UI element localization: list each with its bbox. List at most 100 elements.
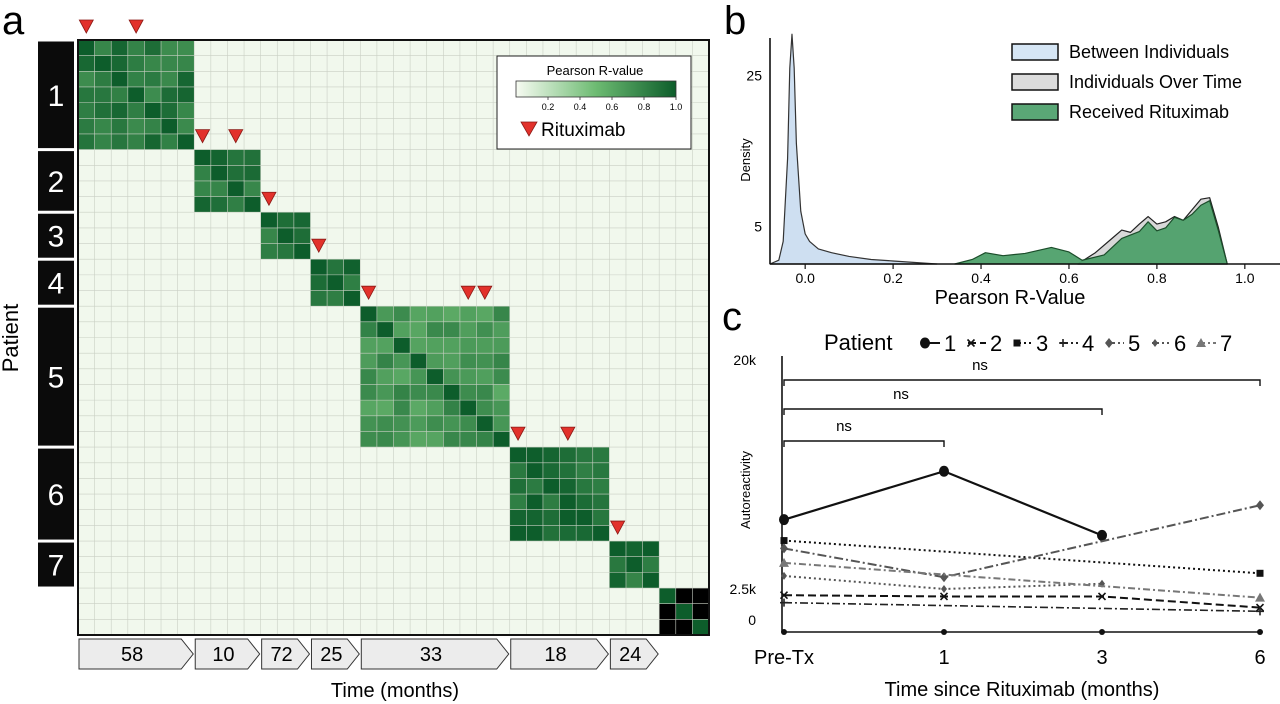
rituximab-marker bbox=[311, 238, 327, 254]
heatmap-cell bbox=[459, 102, 477, 119]
heatmap-cell bbox=[310, 71, 328, 88]
heatmap-cell bbox=[227, 227, 245, 244]
heatmap-cell bbox=[443, 259, 461, 276]
heatmap-cell bbox=[559, 212, 577, 229]
heatmap-cell bbox=[526, 509, 544, 526]
heatmap-cell bbox=[343, 556, 361, 573]
heatmap-cell bbox=[642, 274, 660, 291]
heatmap-cell bbox=[493, 227, 511, 244]
heatmap-cell bbox=[642, 180, 660, 197]
heatmap-cell bbox=[177, 368, 195, 385]
heatmap-cell bbox=[625, 227, 643, 244]
heatmap-cell bbox=[260, 447, 278, 464]
heatmap-cell bbox=[327, 509, 344, 526]
heatmap-cell bbox=[410, 180, 428, 197]
heatmap-cell bbox=[592, 619, 610, 636]
heatmap-cell bbox=[642, 588, 660, 604]
heatmap-cell bbox=[509, 368, 527, 385]
heatmap-cell bbox=[227, 86, 245, 103]
heatmap-cell bbox=[327, 368, 344, 385]
heatmap-cell bbox=[459, 71, 477, 88]
heatmap-cell bbox=[194, 321, 212, 338]
heatmap-cell bbox=[327, 40, 344, 56]
heatmap-cell bbox=[493, 431, 511, 448]
heatmap-cell bbox=[576, 290, 594, 307]
heatmap-cell bbox=[310, 259, 328, 276]
heatmap-cell bbox=[426, 603, 444, 620]
heatmap-cell bbox=[609, 447, 627, 464]
heatmap-cell bbox=[410, 259, 428, 276]
heatmap-cell bbox=[111, 40, 129, 56]
heatmap-cell bbox=[376, 118, 394, 135]
heatmap-cell bbox=[144, 55, 162, 72]
heatmap-cell bbox=[659, 259, 677, 276]
heatmap-cell bbox=[459, 384, 477, 401]
heatmap-cell bbox=[94, 384, 112, 401]
heatmap-cell bbox=[78, 478, 95, 495]
line-point bbox=[781, 571, 787, 580]
heatmap-cell bbox=[592, 447, 610, 464]
heatmap-cell bbox=[144, 368, 162, 385]
heatmap-cell bbox=[227, 619, 245, 636]
heatmap-cell bbox=[94, 259, 112, 276]
heatmap-cell bbox=[526, 525, 544, 542]
heatmap-cell bbox=[609, 227, 627, 244]
heatmap-cell bbox=[559, 259, 577, 276]
heatmap-cell bbox=[210, 556, 228, 573]
heatmap-cell bbox=[476, 337, 494, 354]
heatmap-cell bbox=[310, 588, 328, 604]
heatmap-cell bbox=[293, 180, 311, 197]
heatmap-cell bbox=[675, 541, 693, 558]
heatmap-cell bbox=[443, 384, 461, 401]
heatmap-cell bbox=[659, 556, 677, 573]
heatmap-cell bbox=[592, 368, 610, 385]
heatmap-cell bbox=[210, 384, 228, 401]
heatmap-cell bbox=[94, 118, 112, 135]
heatmap-cell bbox=[675, 180, 693, 197]
heatmap-cell bbox=[576, 40, 594, 56]
heatmap-cell bbox=[376, 102, 394, 119]
heatmap-cell bbox=[692, 541, 710, 558]
heatmap-cell bbox=[493, 368, 511, 385]
heatmap-cell bbox=[592, 274, 610, 291]
heatmap-cell bbox=[459, 118, 477, 135]
heatmap-cell bbox=[360, 431, 378, 448]
heatmap-cell bbox=[177, 556, 195, 573]
heatmap-cell bbox=[111, 525, 129, 542]
heatmap-cell bbox=[194, 509, 212, 526]
heatmap-cell bbox=[78, 259, 95, 276]
heatmap-cell bbox=[675, 40, 693, 56]
heatmap-cell bbox=[692, 118, 710, 135]
heatmap-cell bbox=[94, 71, 112, 88]
heatmap-cell bbox=[493, 572, 511, 589]
heatmap-cell bbox=[576, 603, 594, 620]
heatmap-cell bbox=[459, 431, 477, 448]
heatmap-cell bbox=[244, 556, 261, 573]
heatmap-cell bbox=[576, 431, 594, 448]
heatmap-cell bbox=[94, 368, 112, 385]
heatmap-cell bbox=[559, 494, 577, 511]
heatmap-cell bbox=[459, 619, 477, 636]
heatmap-cell bbox=[476, 71, 494, 88]
heatmap-cell bbox=[376, 40, 394, 56]
heatmap-cell bbox=[244, 306, 261, 323]
heatmap-cell bbox=[244, 86, 261, 103]
heatmap-cell bbox=[592, 556, 610, 573]
heatmap-cell bbox=[227, 509, 245, 526]
heatmap-cell bbox=[476, 243, 494, 260]
heatmap-cell bbox=[493, 603, 511, 620]
heatmap-cell bbox=[426, 165, 444, 182]
heatmap-cell bbox=[227, 525, 245, 542]
heatmap-cell bbox=[675, 212, 693, 229]
heatmap-cell bbox=[94, 40, 112, 56]
heatmap-cell bbox=[509, 196, 527, 213]
heatmap-cell bbox=[393, 494, 411, 511]
heatmap-cell bbox=[393, 337, 411, 354]
heatmap-cell bbox=[393, 509, 411, 526]
heatmap-cell bbox=[559, 588, 577, 604]
heatmap-cell bbox=[526, 306, 544, 323]
heatmap-cell bbox=[526, 321, 544, 338]
heatmap-cell bbox=[227, 400, 245, 417]
heatmap-cell bbox=[293, 133, 311, 150]
